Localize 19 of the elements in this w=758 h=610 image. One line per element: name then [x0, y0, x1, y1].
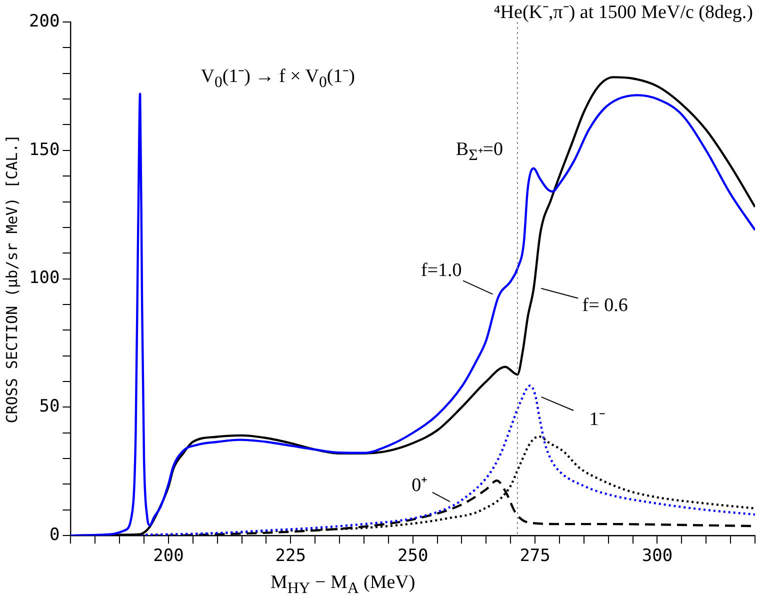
- y-tick-label: 50: [39, 396, 60, 417]
- annotation: B$_{Σ⁺}$=0: [456, 139, 503, 166]
- y-axis-title: CROSS SECTION (μb/sr MeV) [CAL.]: [2, 134, 21, 424]
- annotation: 1⁻: [589, 409, 605, 432]
- chart-title: ⁴He(K⁻,π⁻) at 1500 MeV/c (8deg.): [494, 2, 753, 24]
- y-tick-label: 0: [49, 525, 60, 546]
- x-axis-title: M$_{HY}$ − M$_{A}$ (MeV): [270, 572, 416, 598]
- annotation: f= 0.6: [582, 294, 628, 316]
- annotation: V$_{0}$(1⁻) → f × V$_{0}$(1⁻): [200, 66, 356, 93]
- x-tick-label: 250: [397, 546, 428, 566]
- x-tick-label: 225: [275, 546, 306, 566]
- x-tick-label: 275: [520, 546, 550, 566]
- annotation: f=1.0: [420, 260, 462, 282]
- annotation: 0⁺: [412, 474, 428, 496]
- y-tick-label: 200: [28, 11, 60, 32]
- y-tick-label: 100: [28, 268, 60, 288]
- x-tick-label: 200: [153, 546, 184, 566]
- x-tick-label: 300: [642, 546, 673, 566]
- y-tick-label: 150: [28, 140, 60, 160]
